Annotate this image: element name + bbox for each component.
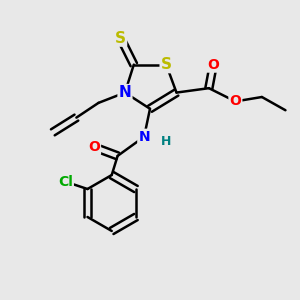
Text: N: N bbox=[138, 130, 150, 144]
Text: O: O bbox=[88, 140, 100, 154]
Text: O: O bbox=[207, 58, 219, 72]
Text: S: S bbox=[115, 31, 126, 46]
Text: N: N bbox=[118, 85, 131, 100]
Text: H: H bbox=[161, 135, 171, 148]
Text: Cl: Cl bbox=[58, 175, 73, 189]
Text: S: S bbox=[161, 57, 172, 72]
Text: O: O bbox=[230, 94, 241, 108]
